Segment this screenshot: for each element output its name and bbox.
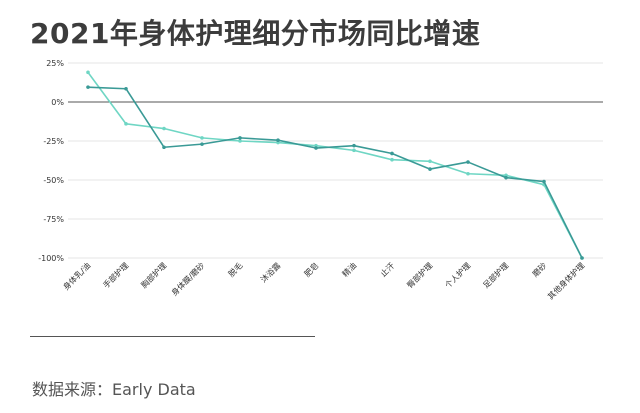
data-point [162, 126, 166, 131]
x-tick-label: 其他身体护理 [545, 260, 586, 301]
y-tick-label: -100% [38, 254, 64, 263]
data-source: 数据来源：Early Data [32, 380, 196, 399]
data-point [200, 136, 204, 140]
y-tick-label: 25% [46, 59, 64, 68]
data-point [124, 122, 128, 126]
data-point [466, 160, 470, 164]
x-tick-label: 止汗 [378, 260, 396, 278]
x-tick-label: 胸部护理 [139, 260, 169, 290]
data-point [428, 167, 432, 171]
data-point [390, 151, 394, 156]
data-point [428, 159, 432, 164]
series-line [87, 86, 583, 259]
x-tick-label: 个人护理 [443, 260, 473, 290]
page-title: 2021年身体护理细分市场同比增速 [30, 17, 481, 50]
data-point [86, 85, 90, 89]
x-tick-label: 沐浴露 [258, 260, 282, 284]
y-tick-label: 0% [51, 98, 64, 107]
data-point [542, 179, 546, 184]
data-point [314, 146, 318, 150]
series-line [87, 71, 583, 259]
data-point [124, 86, 128, 91]
data-point [580, 256, 584, 260]
data-point [352, 143, 356, 148]
data-point [86, 70, 90, 75]
data-point [276, 138, 280, 143]
x-tick-label: 肥皂 [302, 260, 320, 278]
data-point [238, 139, 242, 143]
divider-line [30, 336, 315, 337]
x-tick-label: 脱毛 [226, 260, 244, 278]
data-point [200, 142, 204, 146]
y-tick-label: -75% [43, 215, 64, 224]
x-tick-label: 手部护理 [101, 260, 131, 290]
data-point [238, 136, 242, 140]
data-point [352, 148, 356, 153]
y-tick-label: -50% [43, 176, 64, 185]
x-tick-label: 足部护理 [481, 260, 511, 290]
x-tick-label: 臀部护理 [405, 260, 435, 290]
x-tick-label: 磨砂 [530, 260, 548, 278]
data-point [162, 145, 166, 150]
data-point [504, 175, 508, 180]
data-point [466, 171, 470, 176]
data-point [390, 157, 394, 162]
x-tick-label: 身体膜/磨砂 [169, 260, 206, 297]
x-tick-label: 身体乳/油 [61, 260, 93, 292]
x-tick-label: 精油 [340, 260, 358, 278]
y-tick-label: -25% [43, 137, 64, 146]
